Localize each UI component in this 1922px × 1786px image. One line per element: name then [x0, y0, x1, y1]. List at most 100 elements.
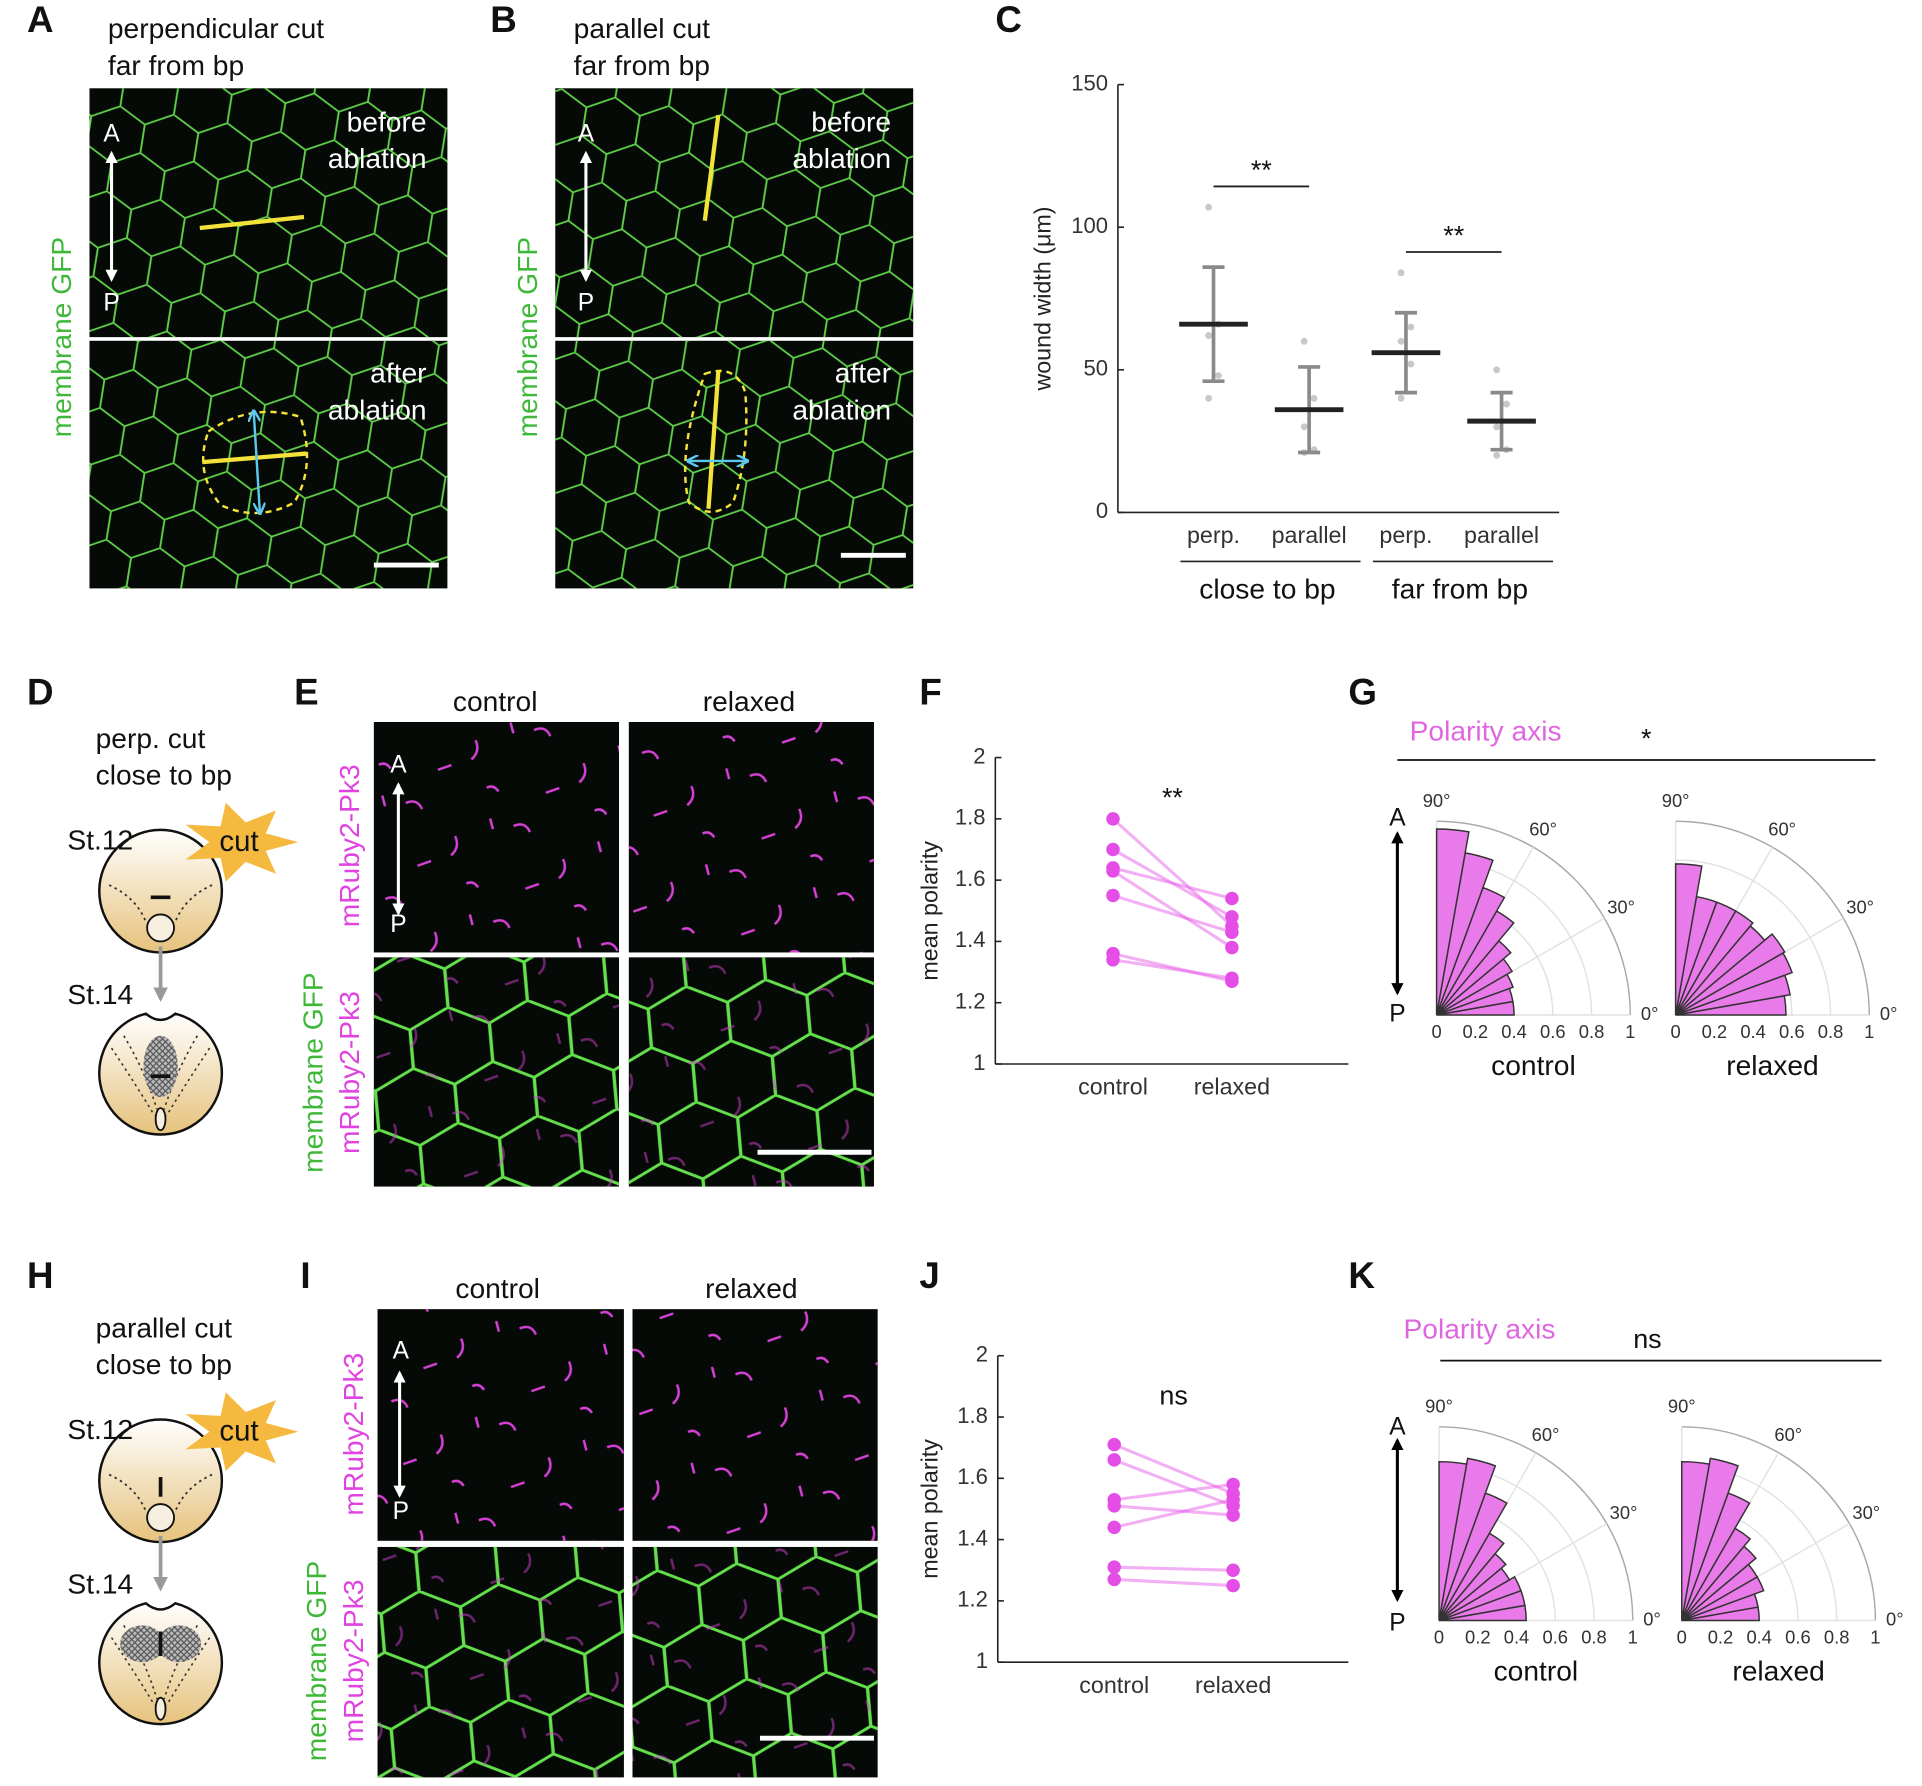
- grid-arc: [1436, 820, 1632, 1015]
- x-tick-label: control: [1079, 1672, 1149, 1698]
- theta-tick-label: 90°: [1423, 790, 1451, 811]
- theta-tick-label: 60°: [1768, 818, 1796, 839]
- x-tick-label: relaxed: [1195, 1672, 1271, 1698]
- r-tick-label: 0.4: [1740, 1021, 1766, 1042]
- r-tick-label: 0.2: [1702, 1021, 1728, 1042]
- axis-letter: P: [103, 289, 119, 316]
- r-tick-label: 1: [1625, 1021, 1635, 1042]
- pk3-signal: [632, 1546, 878, 1778]
- y-tick-label: 1.6: [955, 866, 986, 891]
- pair-line: [1113, 1458, 1234, 1508]
- data-point: [1300, 337, 1308, 345]
- cut-line: [199, 214, 305, 231]
- polar-title: control: [1494, 1655, 1579, 1687]
- significance: **: [1251, 155, 1272, 185]
- r-tick-label: 1: [1864, 1021, 1874, 1042]
- y-tick-label: 1.6: [957, 1464, 988, 1489]
- column-label: relaxed: [703, 685, 795, 717]
- pk3-signal: [628, 722, 874, 953]
- axis-letter: P: [1389, 1610, 1405, 1637]
- channel-label: membrane GFP: [45, 237, 77, 438]
- rose-wedge: [1681, 1457, 1739, 1621]
- axis-letter: A: [578, 120, 595, 147]
- axis-letter: A: [390, 752, 407, 779]
- data-point: [1503, 400, 1510, 408]
- data-point: [1397, 269, 1405, 277]
- theta-tick-label: 60°: [1529, 818, 1557, 839]
- axis-letter: P: [393, 1498, 409, 1525]
- x-tick-label: parallel: [1464, 522, 1539, 548]
- blastopore: [146, 1503, 175, 1532]
- column-label: relaxed: [705, 1272, 797, 1304]
- pair-point: [1106, 812, 1120, 826]
- pair-line: [1112, 869, 1233, 949]
- r-tick-label: 0.4: [1504, 1627, 1530, 1648]
- membrane-signal: [89, 88, 448, 338]
- stage-label: St.14: [67, 1568, 133, 1600]
- panel-title: perpendicular cut: [108, 12, 324, 44]
- r-tick-label: 0.6: [1779, 1021, 1805, 1042]
- panel-label: A: [27, 0, 54, 40]
- y-tick-label: 2: [976, 1342, 988, 1367]
- data-point: [1310, 394, 1318, 402]
- r-tick-label: 0.4: [1501, 1021, 1527, 1042]
- grid-arc: [1675, 859, 1832, 1015]
- theta-tick-label: 60°: [1774, 1424, 1802, 1445]
- stage-label: St.12: [67, 824, 133, 856]
- r-tick-label: 0.2: [1465, 1627, 1491, 1648]
- panel-label: G: [1348, 672, 1377, 713]
- pair-line: [1111, 817, 1233, 928]
- x-tick-label: parallel: [1272, 522, 1347, 548]
- channel-label: mRuby2-Pk3: [337, 1579, 369, 1742]
- y-tick-label: 50: [1084, 356, 1109, 381]
- pair-point: [1226, 1578, 1240, 1593]
- blastopore: [146, 913, 175, 943]
- theta-tick-label: 90°: [1662, 790, 1690, 811]
- stage-label: St.14: [67, 978, 133, 1010]
- y-axis-label: mean polarity: [917, 1439, 943, 1579]
- data-point: [1205, 394, 1213, 402]
- wound-outline: [202, 410, 309, 515]
- pk3-signal: [377, 1309, 624, 1541]
- column-label: control: [453, 685, 538, 717]
- panel-label: H: [27, 1255, 54, 1296]
- y-tick-label: 0: [1096, 498, 1108, 523]
- y-tick-label: 150: [1071, 70, 1108, 95]
- pair-line: [1114, 1504, 1234, 1517]
- channel-label: mRuby2-Pk3: [337, 1353, 369, 1516]
- r-tick-label: 0.2: [1708, 1627, 1734, 1648]
- panel-label: C: [995, 0, 1022, 40]
- pair-point: [1225, 910, 1239, 924]
- channel-label: membrane GFP: [296, 972, 328, 1173]
- r-tick-label: 1: [1870, 1627, 1880, 1648]
- channel-label: membrane GFP: [300, 1561, 332, 1762]
- y-tick-label: 1.4: [955, 927, 986, 952]
- x-tick-label: relaxed: [1194, 1074, 1270, 1100]
- column-label: control: [455, 1272, 540, 1304]
- panel-label: J: [919, 1255, 939, 1296]
- pair-line: [1112, 866, 1233, 900]
- cut-star: [185, 802, 299, 882]
- pair-point: [1225, 925, 1239, 939]
- y-axis-label: wound width (μm): [1030, 206, 1056, 391]
- pair-point: [1226, 1563, 1240, 1577]
- y-tick-label: 1: [976, 1648, 988, 1673]
- relaxed-region: [143, 1035, 178, 1098]
- x-tick-label: perp.: [1187, 522, 1240, 548]
- data-point: [1493, 451, 1501, 459]
- pair-point: [1107, 1437, 1121, 1452]
- significance: *: [1641, 724, 1652, 754]
- panel-title: far from bp: [574, 49, 710, 81]
- group-label: close to bp: [1199, 572, 1335, 604]
- stage-label: St.12: [67, 1413, 133, 1445]
- r-tick-label: 0: [1434, 1627, 1444, 1648]
- theta-tick-label: 30°: [1852, 1502, 1880, 1523]
- grid-arc: [1681, 1426, 1877, 1621]
- rose-wedge: [1438, 1460, 1468, 1621]
- data-point: [1205, 203, 1213, 211]
- channel-label: mRuby2-Pk3: [333, 991, 365, 1154]
- cut-star: [185, 1392, 299, 1472]
- wound-width: [254, 412, 260, 513]
- theta-tick-label: 0°: [1641, 1003, 1659, 1024]
